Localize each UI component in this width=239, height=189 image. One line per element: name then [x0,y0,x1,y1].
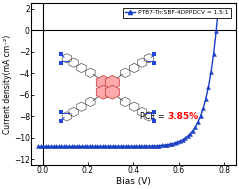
X-axis label: Bias (V): Bias (V) [116,177,151,186]
Legend: PTB7-Th:SBF-4DPPDCV = 1.5:1: PTB7-Th:SBF-4DPPDCV = 1.5:1 [123,8,231,18]
Text: 3.85%: 3.85% [167,112,198,121]
Text: PCE =: PCE = [140,112,167,121]
Y-axis label: Current density(mA cm⁻²): Current density(mA cm⁻²) [4,34,12,134]
